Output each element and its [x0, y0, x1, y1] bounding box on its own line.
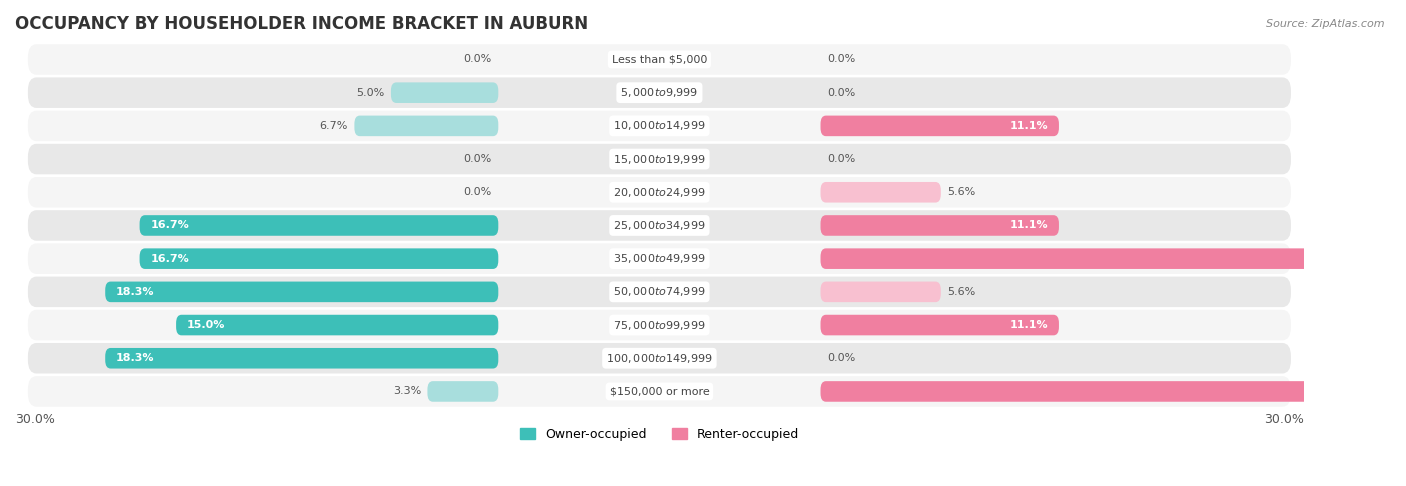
Text: 27.8%: 27.8%	[1368, 386, 1406, 397]
FancyBboxPatch shape	[28, 376, 1291, 407]
Text: 30.0%: 30.0%	[1264, 413, 1303, 426]
FancyBboxPatch shape	[28, 210, 1291, 241]
FancyBboxPatch shape	[28, 111, 1291, 141]
Text: 5.6%: 5.6%	[948, 287, 976, 297]
FancyBboxPatch shape	[821, 215, 1059, 236]
FancyBboxPatch shape	[391, 83, 498, 103]
FancyBboxPatch shape	[28, 243, 1291, 274]
FancyBboxPatch shape	[354, 116, 498, 136]
Text: $15,000 to $19,999: $15,000 to $19,999	[613, 153, 706, 166]
FancyBboxPatch shape	[28, 144, 1291, 174]
Text: 5.6%: 5.6%	[948, 187, 976, 197]
Text: Less than $5,000: Less than $5,000	[612, 54, 707, 65]
FancyBboxPatch shape	[28, 277, 1291, 307]
Text: 18.3%: 18.3%	[115, 353, 155, 363]
FancyBboxPatch shape	[28, 44, 1291, 75]
FancyBboxPatch shape	[139, 248, 498, 269]
Text: $25,000 to $34,999: $25,000 to $34,999	[613, 219, 706, 232]
Text: 6.7%: 6.7%	[319, 121, 347, 131]
Text: 0.0%: 0.0%	[827, 87, 855, 98]
Text: 27.8%: 27.8%	[1368, 254, 1406, 264]
Text: $75,000 to $99,999: $75,000 to $99,999	[613, 318, 706, 331]
Text: 16.7%: 16.7%	[150, 221, 188, 230]
FancyBboxPatch shape	[105, 281, 498, 302]
FancyBboxPatch shape	[28, 177, 1291, 208]
FancyBboxPatch shape	[821, 381, 1406, 402]
Text: 0.0%: 0.0%	[827, 54, 855, 65]
Text: 0.0%: 0.0%	[827, 154, 855, 164]
FancyBboxPatch shape	[139, 215, 498, 236]
FancyBboxPatch shape	[821, 315, 1059, 335]
FancyBboxPatch shape	[821, 248, 1406, 269]
Text: $100,000 to $149,999: $100,000 to $149,999	[606, 352, 713, 365]
Text: $10,000 to $14,999: $10,000 to $14,999	[613, 120, 706, 132]
Text: 18.3%: 18.3%	[115, 287, 155, 297]
Text: $20,000 to $24,999: $20,000 to $24,999	[613, 186, 706, 199]
Text: 30.0%: 30.0%	[15, 413, 55, 426]
Text: 3.3%: 3.3%	[392, 386, 420, 397]
Text: 0.0%: 0.0%	[464, 154, 492, 164]
Text: $35,000 to $49,999: $35,000 to $49,999	[613, 252, 706, 265]
Text: $50,000 to $74,999: $50,000 to $74,999	[613, 285, 706, 298]
Text: $150,000 or more: $150,000 or more	[610, 386, 709, 397]
FancyBboxPatch shape	[28, 77, 1291, 108]
Text: 0.0%: 0.0%	[827, 353, 855, 363]
FancyBboxPatch shape	[821, 281, 941, 302]
Text: 5.0%: 5.0%	[356, 87, 384, 98]
Text: $5,000 to $9,999: $5,000 to $9,999	[620, 86, 699, 99]
Text: 16.7%: 16.7%	[150, 254, 188, 264]
Text: 0.0%: 0.0%	[464, 187, 492, 197]
FancyBboxPatch shape	[105, 348, 498, 368]
FancyBboxPatch shape	[28, 310, 1291, 340]
Legend: Owner-occupied, Renter-occupied: Owner-occupied, Renter-occupied	[515, 423, 804, 446]
FancyBboxPatch shape	[176, 315, 498, 335]
Text: 11.1%: 11.1%	[1010, 221, 1049, 230]
FancyBboxPatch shape	[821, 116, 1059, 136]
Text: 11.1%: 11.1%	[1010, 320, 1049, 330]
FancyBboxPatch shape	[427, 381, 498, 402]
Text: 0.0%: 0.0%	[464, 54, 492, 65]
FancyBboxPatch shape	[28, 343, 1291, 374]
FancyBboxPatch shape	[821, 182, 941, 203]
Text: OCCUPANCY BY HOUSEHOLDER INCOME BRACKET IN AUBURN: OCCUPANCY BY HOUSEHOLDER INCOME BRACKET …	[15, 15, 588, 33]
Text: Source: ZipAtlas.com: Source: ZipAtlas.com	[1267, 19, 1385, 30]
Text: 11.1%: 11.1%	[1010, 121, 1049, 131]
Text: 15.0%: 15.0%	[187, 320, 225, 330]
